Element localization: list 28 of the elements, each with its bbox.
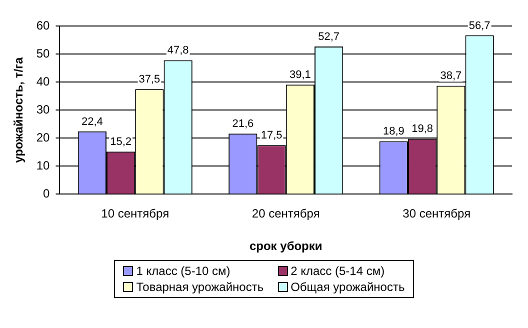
legend-label: Товарная урожайность xyxy=(136,280,264,294)
data-label: 47,8 xyxy=(167,44,189,57)
y-tick-label: 20 xyxy=(36,130,50,144)
x-tick-label: 30 сентября xyxy=(402,206,471,221)
y-tick-label: 30 xyxy=(36,102,50,116)
legend-label: Общая урожайность xyxy=(290,280,405,294)
data-label: 37,5 xyxy=(138,74,160,86)
x-tick-label: 10 сентября xyxy=(101,206,170,221)
data-label: 38,7 xyxy=(440,70,462,82)
data-label: 17,5 xyxy=(260,130,282,142)
x-tick-label: 20 сентября xyxy=(252,206,320,221)
y-tick-label: 60 xyxy=(36,18,50,32)
y-axis-title: урожайность, т/га xyxy=(12,56,26,163)
data-label: 21,6 xyxy=(232,118,254,130)
data-label: 22,4 xyxy=(81,116,103,128)
data-label: 19,8 xyxy=(412,123,434,136)
data-label: 56,7 xyxy=(468,20,490,32)
y-tick-label: 50 xyxy=(36,46,50,60)
y-tick-label: 10 xyxy=(36,158,50,172)
legend-label: 1 класс (5-10 см) xyxy=(136,264,230,278)
data-label: 52,7 xyxy=(318,30,340,43)
x-axis-title: срок уборки xyxy=(249,239,322,254)
y-tick-label: 0 xyxy=(43,186,50,201)
legend-label: 2 класс (5-14 см) xyxy=(290,264,385,278)
data-label: 18,9 xyxy=(382,126,404,138)
data-label: 15,2 xyxy=(110,136,132,148)
y-tick-label: 40 xyxy=(36,74,50,88)
data-label: 39,1 xyxy=(289,69,311,82)
